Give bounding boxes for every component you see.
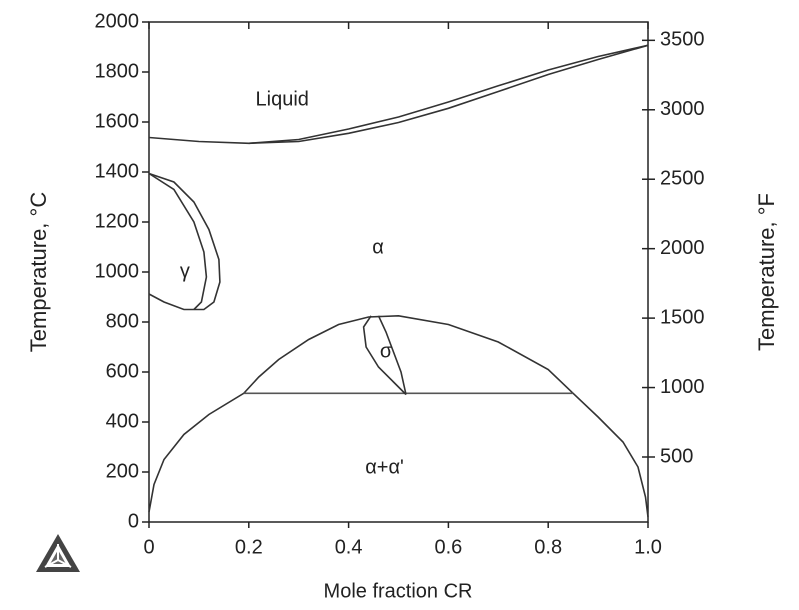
y-tick-label: 1200 [95,210,140,232]
y2-tick-label: 1500 [660,306,705,328]
x-axis-label: Mole fraction CR [324,580,473,602]
x-tick-label: 0.8 [534,536,562,558]
x-tick-label: 0.4 [335,536,363,558]
y2-axis-label: Temperature, °F [754,193,779,351]
x-tick-label: 0 [143,536,154,558]
region-label: γ [180,260,190,282]
region-label: σ [380,340,393,362]
y2-tick-label: 2000 [660,237,705,259]
x-tick-label: 0.6 [434,536,462,558]
y-tick-label: 2000 [95,10,140,32]
y-tick-label: 200 [106,460,139,482]
plot-frame [148,21,649,523]
y-tick-label: 600 [106,360,139,382]
y2-tick-label: 500 [660,445,693,467]
y2-tick-label: 3500 [660,29,705,51]
x-tick-label: 1.0 [634,536,662,558]
phase-boundary [362,315,407,396]
phase-boundary [248,44,649,145]
y2-tick-label: 3000 [660,98,705,120]
y-tick-label: 400 [106,410,139,432]
phase-boundary [148,314,649,518]
phase-boundary [148,172,221,311]
y-tick-label: 1400 [95,160,140,182]
region-label: α [372,236,384,258]
phase-boundary [148,44,649,145]
y-tick-label: 800 [106,310,139,332]
logo [36,534,80,572]
y-tick-label: 1800 [95,60,140,82]
region-label: Liquid [256,88,309,110]
y-axis-label: Temperature, °C [26,192,51,353]
phase-boundary [377,315,407,395]
x-tick-label: 0.2 [235,536,263,558]
y-tick-label: 1000 [95,260,140,282]
y2-tick-label: 2500 [660,168,705,190]
phase-boundary [148,172,208,311]
y2-tick-label: 1000 [660,376,705,398]
y-tick-label: 0 [128,510,139,532]
region-label: α+α' [365,456,404,478]
y-tick-label: 1600 [95,110,140,132]
